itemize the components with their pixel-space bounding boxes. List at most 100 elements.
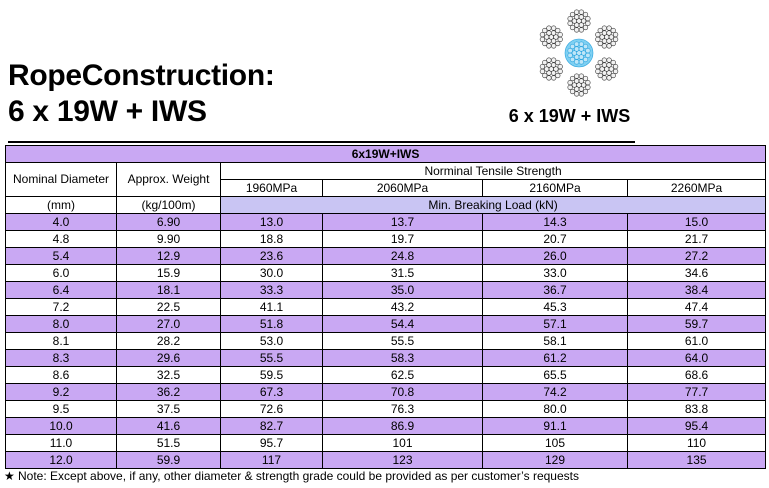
star-icon: ★ — [4, 469, 15, 483]
table-cell: 27.0 — [116, 315, 221, 333]
table-cell: 15.0 — [626, 213, 767, 231]
table-cell: 19.7 — [322, 230, 483, 248]
table-title: 6x19W+IWS — [4, 145, 767, 163]
divider — [8, 141, 635, 143]
table-cell: 12.9 — [116, 247, 221, 265]
rope-cross-section-icon — [539, 9, 619, 97]
table-cell: 27.2 — [626, 247, 767, 265]
table-row: 8.6 32.5 59.5 62.5 65.5 68.6 — [5, 366, 767, 384]
tensile-strength-group-header: Norminal Tensile Strength — [219, 162, 767, 180]
table-cell: 110 — [626, 434, 767, 452]
table-row: 6.4 18.1 33.3 35.0 36.7 38.4 — [5, 281, 767, 299]
table-cell: 31.5 — [322, 264, 483, 282]
spec-table: 6x19W+IWS Nominal Diameter Approx. Weigh… — [4, 145, 767, 469]
table-cell: 57.1 — [482, 315, 628, 333]
table-cell: 72.6 — [220, 400, 323, 418]
table-cell: 10.0 — [5, 417, 117, 435]
table-cell: 36.2 — [116, 383, 221, 401]
table-row: 9.2 36.2 67.3 70.8 74.2 77.7 — [5, 383, 767, 401]
footnote-text: Note: Except above, if any, other diamet… — [18, 469, 579, 483]
grade-header-2260: 2260MPa — [626, 179, 767, 197]
table-cell: 33.3 — [220, 281, 323, 299]
table-cell: 86.9 — [322, 417, 483, 435]
table-cell: 28.2 — [116, 332, 221, 350]
table-cell: 53.0 — [220, 332, 323, 350]
table-cell: 51.5 — [116, 434, 221, 452]
table-cell: 13.7 — [322, 213, 483, 231]
table-cell: 70.8 — [322, 383, 483, 401]
table-cell: 123 — [322, 451, 483, 469]
table-cell: 80.0 — [482, 400, 628, 418]
table-cell: 54.4 — [322, 315, 483, 333]
table-cell: 59.7 — [626, 315, 767, 333]
table-cell: 95.7 — [220, 434, 323, 452]
table-cell: 83.8 — [626, 400, 767, 418]
col-nominal-diameter-header: Nominal Diameter — [5, 162, 117, 197]
table-cell: 129 — [482, 451, 628, 469]
table-row: 6.0 15.9 30.0 31.5 33.0 34.6 — [5, 264, 767, 282]
table-row: 12.0 59.9 117 123 129 135 — [5, 451, 767, 469]
table-cell: 8.0 — [5, 315, 117, 333]
table-cell: 8.6 — [5, 366, 117, 384]
table-cell: 26.0 — [482, 247, 628, 265]
table-cell: 36.7 — [482, 281, 628, 299]
table-cell: 8.3 — [5, 349, 117, 367]
table-cell: 77.7 — [626, 383, 767, 401]
table-cell: 21.7 — [626, 230, 767, 248]
table-cell: 76.3 — [322, 400, 483, 418]
table-cell: 22.5 — [116, 298, 221, 316]
table-cell: 51.8 — [220, 315, 323, 333]
table-cell: 68.6 — [626, 366, 767, 384]
table-cell: 43.2 — [322, 298, 483, 316]
table-cell: 5.4 — [5, 247, 117, 265]
table-cell: 32.5 — [116, 366, 221, 384]
table-cell: 20.7 — [482, 230, 628, 248]
table-cell: 58.1 — [482, 332, 628, 350]
table-cell: 13.0 — [220, 213, 323, 231]
table-cell: 45.3 — [482, 298, 628, 316]
table-cell: 14.3 — [482, 213, 628, 231]
table-cell: 33.0 — [482, 264, 628, 282]
table-cell: 58.3 — [322, 349, 483, 367]
col-weight-unit: (kg/100m) — [116, 196, 221, 214]
table-cell: 65.5 — [482, 366, 628, 384]
table-cell: 38.4 — [626, 281, 767, 299]
table-row: 8.0 27.0 51.8 54.4 57.1 59.7 — [5, 315, 767, 333]
table-cell: 55.5 — [322, 332, 483, 350]
table-cell: 135 — [626, 451, 767, 469]
table-cell: 91.1 — [482, 417, 628, 435]
col-approx-weight-header: Approx. Weight — [116, 162, 221, 197]
table-cell: 34.6 — [626, 264, 767, 282]
table-row: 4.0 6.90 13.0 13.7 14.3 15.0 — [5, 213, 767, 231]
table-cell: 105 — [482, 434, 628, 452]
table-cell: 55.5 — [220, 349, 323, 367]
table-cell: 82.7 — [220, 417, 323, 435]
table-cell: 15.9 — [116, 264, 221, 282]
table-cell: 6.90 — [116, 213, 221, 231]
table-row: 11.0 51.5 95.7 101 105 110 — [5, 434, 767, 452]
table-row: 9.5 37.5 72.6 76.3 80.0 83.8 — [5, 400, 767, 418]
table-cell: 67.3 — [220, 383, 323, 401]
table-row: 8.1 28.2 53.0 55.5 58.1 61.0 — [5, 332, 767, 350]
table-cell: 101 — [322, 434, 483, 452]
table-cell: 8.1 — [5, 332, 117, 350]
table-row: 7.2 22.5 41.1 43.2 45.3 47.4 — [5, 298, 767, 316]
table-cell: 23.6 — [220, 247, 323, 265]
title-line-2: 6 x 19W + IWS — [8, 95, 207, 128]
rope-caption: 6 x 19W + IWS — [508, 106, 631, 126]
grade-header-2160: 2160MPa — [482, 179, 628, 197]
table-cell: 62.5 — [322, 366, 483, 384]
table-cell: 95.4 — [626, 417, 767, 435]
grade-header-1960: 1960MPa — [220, 179, 323, 197]
breaking-load-header: Min. Breaking Load (kN) — [219, 196, 767, 214]
table-cell: 74.2 — [482, 383, 628, 401]
table-cell: 29.6 — [116, 349, 221, 367]
table-row: 5.4 12.9 23.6 24.8 26.0 27.2 — [5, 247, 767, 265]
table-cell: 59.5 — [220, 366, 323, 384]
footnote: ★ Note: Except above, if any, other diame… — [4, 469, 579, 483]
table-cell: 47.4 — [626, 298, 767, 316]
table-cell: 30.0 — [220, 264, 323, 282]
table-cell: 64.0 — [626, 349, 767, 367]
table-cell: 24.8 — [322, 247, 483, 265]
page-title: RopeConstruction: 6 x 19W + IWS — [8, 58, 275, 130]
